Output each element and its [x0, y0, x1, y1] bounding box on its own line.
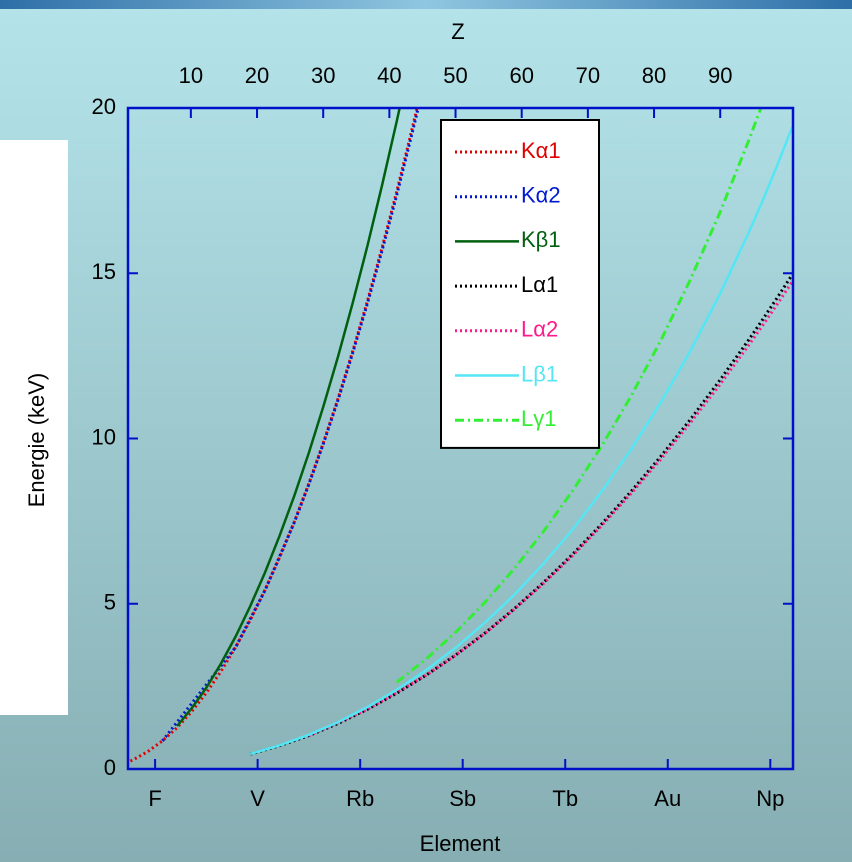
plot-frame — [126, 106, 795, 771]
series-line — [249, 126, 793, 756]
x-axis-title: Element — [420, 831, 501, 856]
y-tick-label: 5 — [104, 590, 116, 615]
x2-tick-label: 10 — [179, 63, 203, 88]
x-tick-label: Sb — [449, 786, 476, 811]
plot-area — [128, 108, 793, 764]
y-tick-label: 20 — [92, 94, 116, 119]
label-panel — [0, 140, 68, 715]
x-tick-label: V — [250, 786, 265, 811]
x2-tick-label: 90 — [708, 63, 732, 88]
y-tick-label: 10 — [92, 424, 116, 449]
legend-label: Lα2 — [521, 317, 558, 342]
legend-label: Kα2 — [521, 183, 561, 208]
legend-label: Kα1 — [521, 138, 561, 163]
series-line — [161, 108, 420, 742]
series-line — [176, 108, 401, 727]
x2-tick-label: 40 — [377, 63, 401, 88]
x2-axis-title: Z — [451, 19, 464, 44]
series-line — [395, 108, 763, 684]
x-tick-label: Rb — [346, 786, 374, 811]
series-group — [128, 108, 793, 764]
legend-label: Lα1 — [521, 272, 558, 297]
x2-tick-label: 70 — [576, 63, 600, 88]
x2-tick-label: 80 — [642, 63, 666, 88]
legend: Kα1 Kα2 Kβ1 Lα1 Lα2 Lβ1 Lγ1 — [440, 119, 600, 449]
y-tick-label: 15 — [92, 259, 116, 284]
x2-tick-label: 20 — [245, 63, 269, 88]
y-tick-label: 0 — [104, 755, 116, 780]
series-line — [308, 280, 793, 737]
legend-box — [440, 119, 600, 449]
x2-tick-label: 60 — [509, 63, 533, 88]
x-tick-label: Au — [654, 786, 681, 811]
x2-tick-label: 30 — [311, 63, 335, 88]
legend-label: Lγ1 — [521, 406, 556, 431]
x2-tick-label: 50 — [443, 63, 467, 88]
x-tick-label: Tb — [552, 786, 578, 811]
legend-label: Kβ1 — [521, 227, 561, 252]
legend-label: Lβ1 — [521, 361, 558, 386]
top-banner — [0, 0, 852, 9]
series-line — [128, 108, 419, 764]
x-tick-label: Np — [756, 786, 784, 811]
y-axis-title: Energie (keV) — [24, 373, 49, 508]
x-tick-label: F — [148, 786, 161, 811]
